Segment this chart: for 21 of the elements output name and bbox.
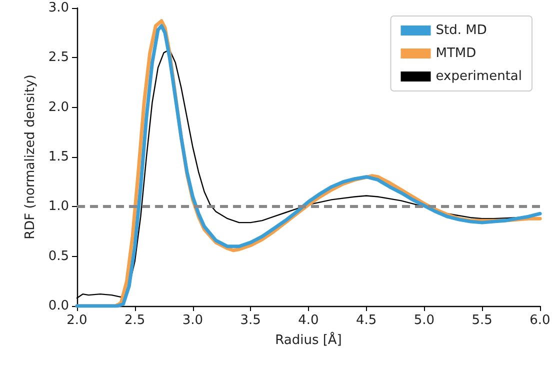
y-tick-label: 0.5 [48, 248, 69, 264]
x-tick-label: 2.5 [124, 313, 146, 328]
x-tick-label: 3.5 [240, 313, 261, 328]
y-tick-label: 0.0 [48, 298, 69, 314]
x-tick-label: 4.0 [298, 313, 319, 328]
legend-label: Std. MD [436, 23, 487, 38]
legend-label: MTMD [436, 46, 476, 61]
x-tick-label: 5.5 [472, 313, 492, 328]
x-axis-title: Radius [Å] [275, 331, 342, 348]
y-tick-label: 2.0 [48, 100, 69, 115]
x-tick-label: 2.0 [66, 313, 88, 328]
y-tick-label: 3.0 [48, 0, 69, 16]
y-tick-label: 1.0 [48, 199, 69, 214]
x-tick-label: 3.0 [182, 313, 204, 328]
legend-label: experimental [436, 69, 522, 84]
y-axis-title: RDF (normalized density) [23, 74, 38, 240]
x-tick-label: 6.0 [530, 313, 550, 328]
x-tick-label: 4.5 [356, 313, 377, 328]
y-tick-label: 2.5 [48, 50, 69, 66]
y-tick-label: 1.5 [48, 150, 69, 164]
x-tick-label: 5.0 [414, 313, 435, 328]
